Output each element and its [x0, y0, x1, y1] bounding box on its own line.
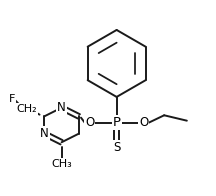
Text: O: O: [139, 116, 148, 129]
Text: F: F: [9, 94, 15, 104]
Text: N: N: [40, 127, 49, 140]
Text: O: O: [85, 116, 94, 129]
Text: N: N: [57, 101, 66, 114]
Text: S: S: [113, 141, 120, 154]
Text: P: P: [113, 116, 121, 129]
Text: CH₂: CH₂: [17, 104, 37, 114]
Text: CH₃: CH₃: [51, 159, 72, 169]
